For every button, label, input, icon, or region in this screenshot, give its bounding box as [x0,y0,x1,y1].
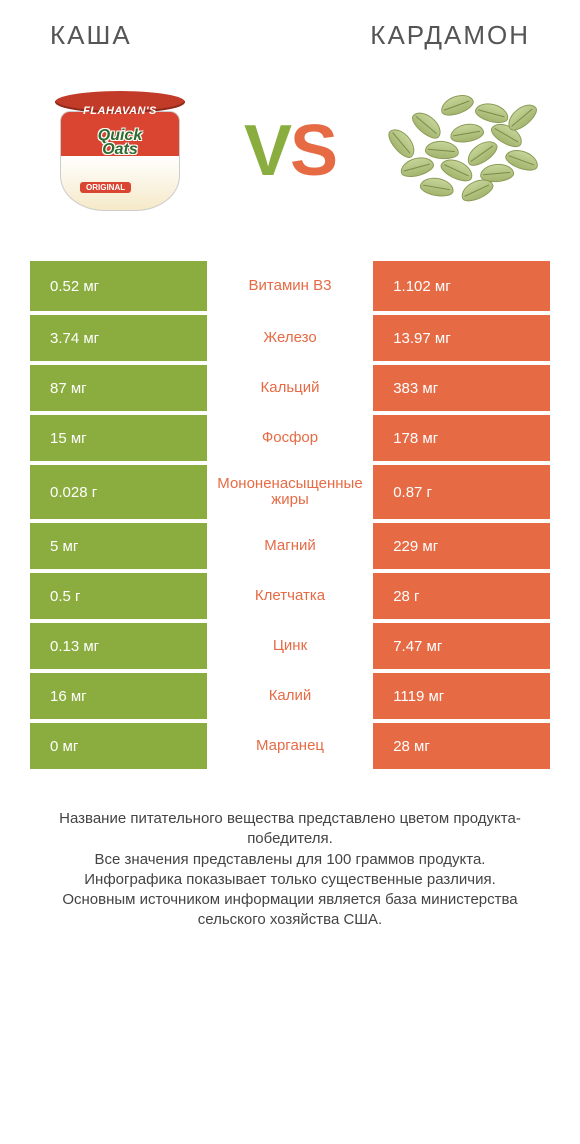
table-row: 0.028 гМононенасыщенные жиры0.87 г [30,461,550,519]
cardamom-pod-icon [384,124,420,162]
titles-row: КАША КАРДАМОН [30,20,550,51]
cardamom-pod-icon [424,140,459,161]
right-product-title: КАРДАМОН [370,20,530,51]
cell-left: 15 мг [30,415,207,461]
table-row: 15 мгФосфор178 мг [30,411,550,461]
cell-left: 0.5 г [30,573,207,619]
table-row: 16 мгКалий1119 мг [30,669,550,719]
cell-right: 0.87 г [373,465,550,519]
cell-mid: Кальций [207,365,373,411]
cell-mid: Калий [207,673,373,719]
table-row: 87 мгКальций383 мг [30,361,550,411]
vs-label: VS [244,110,336,192]
cell-right: 178 мг [373,415,550,461]
cell-left: 0.52 мг [30,261,207,311]
cell-left: 0.13 мг [30,623,207,669]
cell-mid: Магний [207,523,373,569]
cardamom-pods-icon [380,86,540,216]
table-row: 5 мгМагний229 мг [30,519,550,569]
cell-right: 28 г [373,573,550,619]
cardamom-pod-icon [408,107,446,143]
oats-quick-text: QuickOats [50,129,190,158]
table-row: 0.52 мгВитамин B31.102 мг [30,261,550,311]
cell-mid: Марганец [207,723,373,769]
footnote-line: Основным источником информации является … [62,891,517,928]
cell-left: 5 мг [30,523,207,569]
right-product-image [380,81,540,221]
cell-left: 0.028 г [30,465,207,519]
table-row: 0 мгМарганец28 мг [30,719,550,769]
footnote-line: Инфографика показывает только существенн… [84,871,496,888]
left-product-title: КАША [50,20,132,51]
cell-right: 13.97 мг [373,315,550,361]
hero-row: FLAHAVAN'S QuickOats ORIGINAL VS [30,81,550,221]
cell-left: 16 мг [30,673,207,719]
cell-right: 1.102 мг [373,261,550,311]
table-row: 0.13 мгЦинк7.47 мг [30,619,550,669]
footnote-line: Название питательного вещества представл… [59,810,521,847]
vs-s: S [290,111,336,191]
cardamom-pod-icon [398,154,436,180]
cell-right: 229 мг [373,523,550,569]
cell-mid: Цинк [207,623,373,669]
cell-mid: Витамин B3 [207,261,373,311]
oats-brand-text: FLAHAVAN'S [50,105,190,117]
cell-left: 87 мг [30,365,207,411]
cell-mid: Железо [207,315,373,361]
left-product-image: FLAHAVAN'S QuickOats ORIGINAL [40,81,200,221]
cell-mid: Мононенасыщенные жиры [207,465,373,519]
cardamom-pod-icon [419,175,456,199]
cell-right: 7.47 мг [373,623,550,669]
footnote-line: Все значения представлены для 100 граммо… [95,851,486,868]
infographic-container: КАША КАРДАМОН FLAHAVAN'S QuickOats ORIGI… [0,0,580,951]
cardamom-pod-icon [438,91,476,120]
oats-cup-icon: FLAHAVAN'S QuickOats ORIGINAL [50,91,190,211]
table-row: 3.74 мгЖелезо13.97 мг [30,311,550,361]
cell-mid: Фосфор [207,415,373,461]
cell-mid: Клетчатка [207,573,373,619]
table-row: 0.5 гКлетчатка28 г [30,569,550,619]
oats-original-badge: ORIGINAL [80,182,131,193]
cell-right: 1119 мг [373,673,550,719]
cell-left: 0 мг [30,723,207,769]
cell-right: 28 мг [373,723,550,769]
cell-right: 383 мг [373,365,550,411]
footnote: Название питательного вещества представл… [30,809,550,931]
cardamom-pod-icon [473,100,511,126]
vs-v: V [244,111,290,191]
cardamom-pod-icon [449,121,486,145]
comparison-table: 0.52 мгВитамин B31.102 мг3.74 мгЖелезо13… [30,261,550,769]
cell-left: 3.74 мг [30,315,207,361]
